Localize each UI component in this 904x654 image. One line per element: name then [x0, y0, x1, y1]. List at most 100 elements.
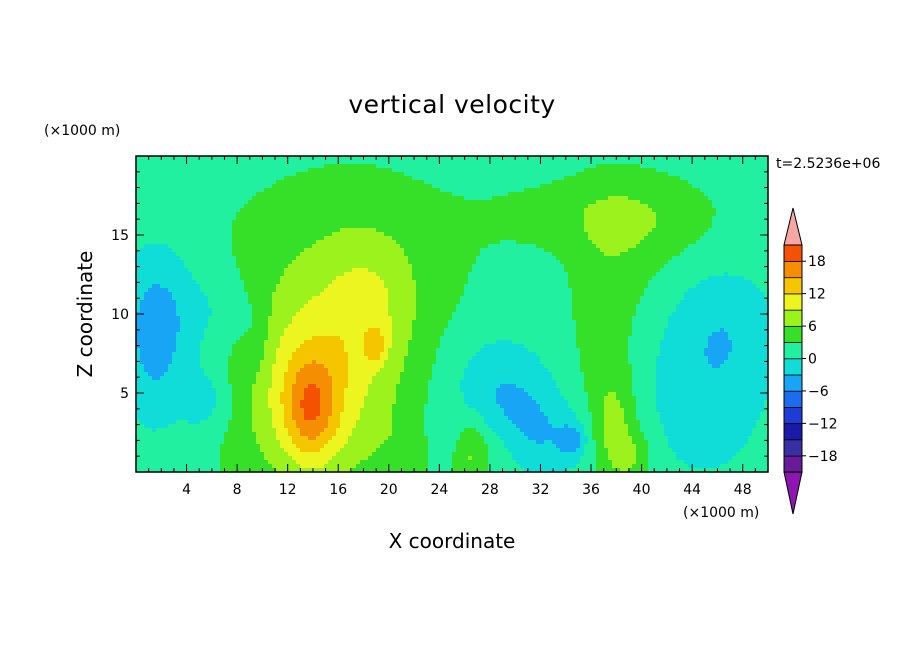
contour-cell	[256, 180, 261, 185]
contour-cell	[408, 240, 413, 245]
contour-cell	[252, 232, 257, 237]
contour-cell	[336, 192, 341, 197]
contour-cell	[760, 256, 765, 261]
contour-cell	[356, 164, 361, 169]
contour-cell	[708, 232, 713, 237]
contour-cell	[632, 216, 637, 221]
contour-cell	[388, 168, 393, 173]
contour-cell	[308, 168, 313, 173]
contour-cell	[624, 272, 629, 277]
contour-cell	[180, 280, 185, 285]
contour-cell	[332, 180, 337, 185]
contour-cell	[512, 256, 517, 261]
contour-cell	[748, 160, 753, 165]
contour-cell	[676, 164, 681, 169]
contour-cell	[252, 176, 257, 181]
contour-cell	[244, 220, 249, 225]
contour-cell	[644, 188, 649, 193]
contour-cell	[700, 264, 705, 269]
contour-cell	[616, 196, 621, 201]
contour-cell	[520, 184, 525, 189]
contour-cell	[596, 176, 601, 181]
contour-cell	[380, 248, 385, 253]
contour-cell	[748, 172, 753, 177]
contour-cell	[648, 184, 653, 189]
contour-cell	[456, 156, 461, 161]
contour-cell	[364, 232, 369, 237]
contour-cell	[328, 200, 333, 205]
contour-cell	[368, 276, 373, 281]
contour-cell	[400, 268, 405, 273]
contour-cell	[716, 232, 721, 237]
contour-cell	[624, 244, 629, 249]
contour-cell	[596, 180, 601, 185]
contour-cell	[532, 224, 537, 229]
contour-cell	[588, 216, 593, 221]
contour-cell	[200, 236, 205, 241]
contour-cell	[340, 212, 345, 217]
contour-cell	[732, 228, 737, 233]
contour-cell	[416, 248, 421, 253]
contour-cell	[360, 168, 365, 173]
contour-cell	[604, 200, 609, 205]
contour-cell	[300, 220, 305, 225]
contour-cell	[496, 168, 501, 173]
contour-cell	[180, 168, 185, 173]
contour-cell	[396, 164, 401, 169]
contour-cell	[712, 252, 717, 257]
contour-cell	[412, 216, 417, 221]
contour-cell	[544, 240, 549, 245]
contour-cell	[536, 180, 541, 185]
contour-cell	[380, 204, 385, 209]
contour-cell	[672, 172, 677, 177]
contour-cell	[448, 268, 453, 273]
contour-cell	[476, 216, 481, 221]
contour-cell	[224, 204, 229, 209]
contour-cell	[164, 208, 169, 213]
contour-cell	[544, 220, 549, 225]
contour-cell	[340, 240, 345, 245]
contour-cell	[592, 180, 597, 185]
contour-cell	[616, 276, 621, 281]
contour-cell	[512, 272, 517, 277]
contour-cell	[180, 224, 185, 229]
contour-cell	[252, 216, 257, 221]
contour-cell	[228, 232, 233, 237]
contour-cell	[260, 268, 265, 273]
contour-cell	[164, 240, 169, 245]
contour-cell	[148, 168, 153, 173]
contour-cell	[676, 180, 681, 185]
contour-cell	[764, 212, 768, 217]
contour-cell	[628, 204, 633, 209]
contour-cell	[548, 168, 553, 173]
contour-cell	[352, 220, 357, 225]
contour-cell	[384, 160, 389, 165]
contour-cell	[148, 180, 153, 185]
contour-cell	[280, 240, 285, 245]
contour-cell	[280, 180, 285, 185]
contour-cell	[296, 228, 301, 233]
contour-cell	[312, 240, 317, 245]
contour-cell	[204, 224, 209, 229]
contour-cell	[156, 268, 161, 273]
contour-cell	[564, 260, 569, 265]
contour-cell	[528, 208, 533, 213]
contour-cell	[352, 172, 357, 177]
contour-cell	[320, 244, 325, 249]
contour-cell	[468, 276, 473, 281]
contour-cell	[268, 272, 273, 277]
contour-cell	[756, 272, 761, 277]
contour-cell	[748, 216, 753, 221]
contour-cell	[708, 216, 713, 221]
contour-cell	[560, 200, 565, 205]
contour-cell	[468, 204, 473, 209]
contour-cell	[192, 232, 197, 237]
contour-cell	[664, 184, 669, 189]
contour-cell	[396, 272, 401, 277]
contour-cell	[204, 184, 209, 189]
contour-cell	[392, 276, 397, 281]
contour-cell	[344, 220, 349, 225]
contour-cell	[324, 256, 329, 261]
contour-cell	[728, 212, 733, 217]
contour-cell	[720, 220, 725, 225]
